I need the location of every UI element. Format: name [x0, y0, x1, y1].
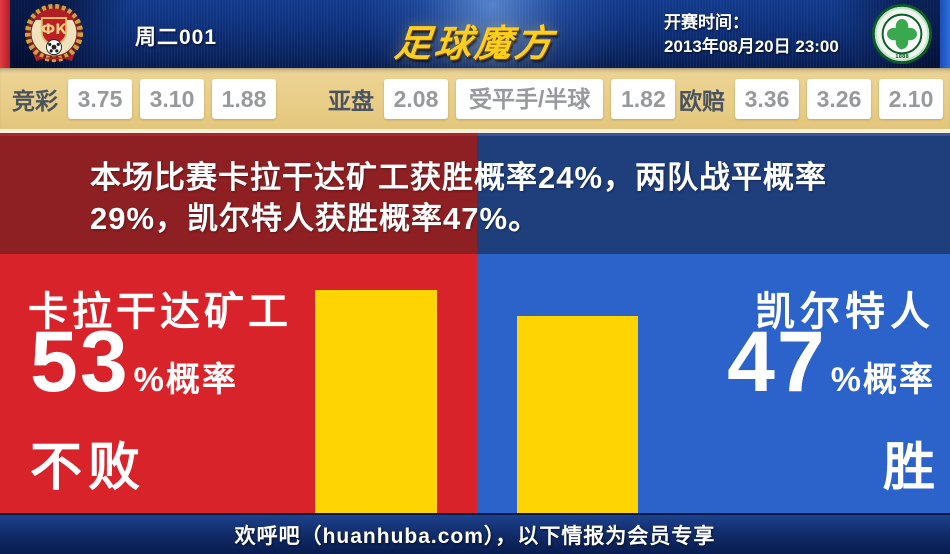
home-probability-bar	[315, 290, 437, 513]
odds-value-yapan-handicap: 受平手/半球	[456, 78, 604, 119]
kickoff-time-block: 开赛时间： 2013年08月20日 23:00	[664, 11, 839, 59]
summary-line-1: 本场比赛卡拉干达矿工获胜概率24%，两队战平概率	[90, 160, 828, 195]
kickoff-label: 开赛时间：	[664, 13, 749, 32]
away-probability-suffix: %概率	[830, 361, 935, 399]
away-team-badge: 1888	[871, 3, 933, 70]
away-team-name: 凯尔特人	[755, 290, 935, 334]
match-number: 周二001	[135, 26, 218, 49]
header: ФК 周二001 足球魔方 开赛时间： 2013年08月20日 23:00	[0, 0, 950, 68]
away-probability: 47 %概率	[727, 319, 935, 405]
site-logo: 足球魔方	[392, 23, 557, 64]
odds-label-yapan: 亚盘	[328, 87, 374, 114]
prediction-area: 本场比赛卡拉干达矿工获胜概率24%，两队战平概率 29%，凯尔特人获胜概率47%…	[0, 133, 950, 513]
home-probability-suffix: %概率	[133, 361, 238, 399]
header-right-blue-edge	[940, 0, 950, 68]
odds-value-jingcai-home: 3.75	[68, 78, 132, 119]
away-panel-dark-band	[477, 133, 950, 254]
shakhter-karagandy-crest-icon: ФК	[24, 4, 84, 63]
home-team-name: 卡拉干达矿工	[28, 290, 292, 334]
home-panel-dark-band	[0, 133, 477, 254]
summary-line-2: 29%，凯尔特人获胜概率47%。	[90, 201, 541, 236]
svg-text:ФК: ФК	[41, 22, 67, 38]
home-probability: 53 %概率	[30, 319, 238, 405]
home-probability-value: 53	[30, 314, 130, 410]
footer-bar: 欢呼吧（huanhuba.com），以下情报为会员专享	[0, 513, 950, 554]
odds-label-oupei: 欧赔	[679, 87, 725, 114]
home-team-badge: ФК	[24, 3, 84, 70]
odds-value-oupei-away: 2.10	[879, 78, 943, 119]
svg-text:1888: 1888	[895, 54, 909, 60]
odds-value-yapan-away: 1.82	[611, 78, 676, 119]
header-left-red-edge	[0, 0, 10, 68]
away-outcome: 胜	[882, 439, 935, 497]
away-probability-value: 47	[727, 314, 827, 410]
odds-value-yapan-home: 2.08	[384, 78, 448, 119]
odds-value-oupei-draw: 3.26	[807, 78, 871, 119]
odds-group-yapan: 亚盘 2.08 受平手/半球 1.82	[328, 68, 676, 129]
odds-value-jingcai-away: 1.88	[212, 78, 276, 119]
odds-group-oupei: 欧赔 3.36 3.26 2.10	[679, 68, 943, 129]
footer-site-notice: 欢呼吧（huanhuba.com），以下情报为会员专享	[234, 524, 716, 548]
away-probability-bar	[517, 316, 638, 513]
odds-bar: 竞彩 3.75 3.10 1.88 亚盘 2.08 受平手/半球 1.82 欧赔…	[0, 68, 950, 129]
odds-value-jingcai-draw: 3.10	[140, 78, 204, 119]
odds-value-oupei-home: 3.36	[735, 78, 799, 119]
separator-line	[0, 129, 950, 133]
kickoff-datetime: 2013年08月20日 23:00	[664, 37, 839, 56]
home-outcome: 不败	[30, 439, 147, 497]
odds-group-jingcai: 竞彩 3.75 3.10 1.88	[12, 68, 276, 129]
odds-label-jingcai: 竞彩	[12, 87, 58, 114]
match-summary: 本场比赛卡拉干达矿工获胜概率24%，两队战平概率 29%，凯尔特人获胜概率47%…	[90, 157, 890, 239]
celtic-fc-crest-icon: 1888	[871, 3, 933, 65]
